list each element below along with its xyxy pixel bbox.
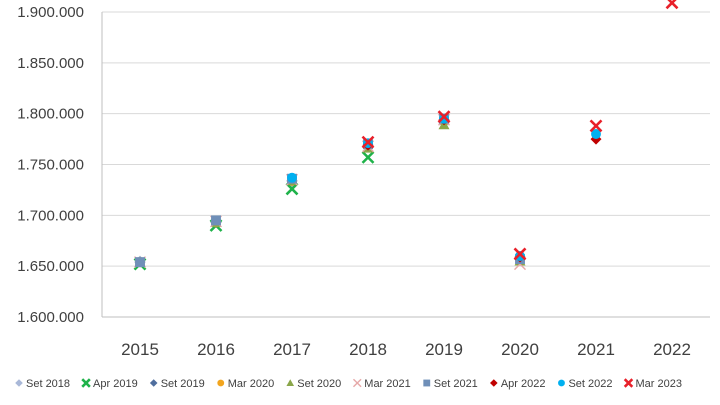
data-point [361,150,375,164]
legend-item: Mar 2023 [623,378,682,390]
x-tick-label: 2022 [653,340,691,359]
data-point [515,251,525,261]
legend-marker [352,378,362,388]
x-tick-label: 2015 [121,340,159,359]
legend-marker [286,379,295,387]
legend-marker [490,379,498,387]
legend-label: Mar 2023 [636,378,682,390]
legend-item: Apr 2022 [490,378,545,390]
x-tick-label: 2019 [425,340,463,359]
data-point [439,113,449,124]
data-points [133,0,679,271]
legend-item: Set 2019 [149,378,205,390]
y-tick-label: 1.600.000 [17,309,84,326]
y-tick-label: 1.800.000 [17,106,84,123]
legend-label: Set 2019 [161,378,205,390]
y-tick-label: 1.750.000 [17,157,84,174]
legend-item: Set 2018 [15,378,70,390]
data-point [135,257,145,268]
legend-item: Set 2020 [286,378,341,390]
legend-label: Apr 2019 [93,378,138,390]
x-tick-label: 2021 [577,340,615,359]
data-point [361,135,375,149]
legend-label: Set 2018 [26,378,70,390]
legend-item: Set 2022 [558,378,613,390]
x-tick-label: 2018 [349,340,387,359]
legend-item: Set 2021 [423,378,478,390]
data-point [287,172,297,183]
legend-marker [623,378,634,388]
x-tick-label: 2017 [273,340,311,359]
data-point [285,182,299,196]
legend-item: Apr 2019 [81,378,138,390]
legend-marker [15,379,23,387]
legend-marker [149,379,158,387]
y-tick-label: 1.850.000 [17,55,84,72]
legend-label: Apr 2022 [501,378,546,390]
data-point [665,0,679,10]
legend-label: Mar 2021 [364,378,410,390]
data-point [591,129,601,139]
legend-marker [423,379,431,387]
x-tick-label: 2016 [197,340,235,359]
data-point [211,215,221,226]
x-axis-ticks: 2015 2016 2017 2018 2019 2020 2021 2022 [121,340,691,359]
legend-item: Mar 2020 [217,378,274,390]
y-tick-label: 1.900.000 [17,4,84,21]
y-axis-ticks: 1.600.000 1.650.000 1.700.000 1.750.000 1.80… [17,4,84,326]
data-point [589,119,603,133]
legend-label: Set 2022 [568,378,612,390]
data-point [513,247,527,261]
legend-marker [558,379,565,387]
y-tick-label: 1.650.000 [17,258,84,275]
y-tick-label: 1.700.000 [17,207,84,224]
legend-label: Set 2020 [297,378,341,390]
legend-label: Set 2021 [434,378,478,390]
legend: Set 2018 Apr 2019 Set 2019 Mar 2020 Set 2020… [15,378,682,390]
legend-marker [81,378,91,388]
legend-item: Mar 2021 [352,378,411,390]
legend-marker [217,379,225,387]
legend-label: Mar 2020 [228,378,274,390]
data-point [437,110,451,124]
axes [101,12,710,318]
gridlines [102,11,710,267]
x-tick-label: 2020 [501,340,539,359]
